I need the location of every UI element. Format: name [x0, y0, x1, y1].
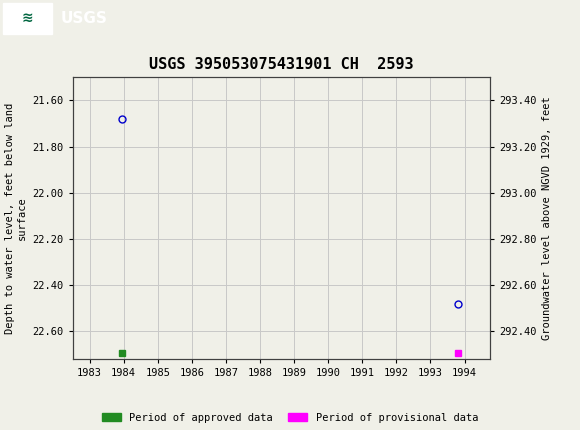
Y-axis label: Groundwater level above NGVD 1929, feet: Groundwater level above NGVD 1929, feet: [542, 96, 552, 340]
Text: ≋: ≋: [21, 11, 34, 25]
Bar: [3, 3, 52, 34]
Y-axis label: Depth to water level, feet below land
surface: Depth to water level, feet below land su…: [5, 103, 27, 334]
Text: USGS: USGS: [61, 11, 108, 26]
Legend: Period of approved data, Period of provisional data: Period of approved data, Period of provi…: [102, 413, 478, 423]
Title: USGS 395053075431901 CH  2593: USGS 395053075431901 CH 2593: [149, 57, 414, 72]
